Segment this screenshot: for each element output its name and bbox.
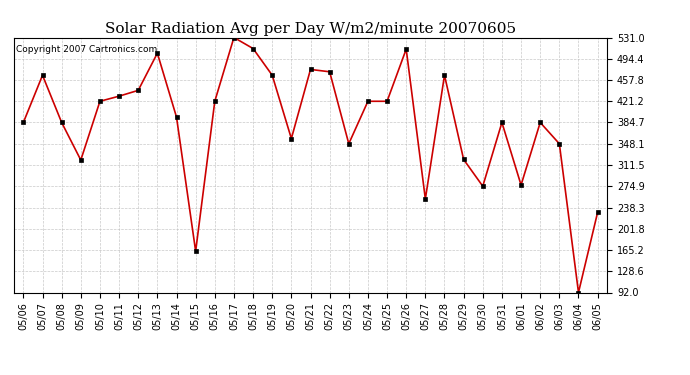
Text: Copyright 2007 Cartronics.com: Copyright 2007 Cartronics.com [16, 45, 157, 54]
Title: Solar Radiation Avg per Day W/m2/minute 20070605: Solar Radiation Avg per Day W/m2/minute … [105, 22, 516, 36]
